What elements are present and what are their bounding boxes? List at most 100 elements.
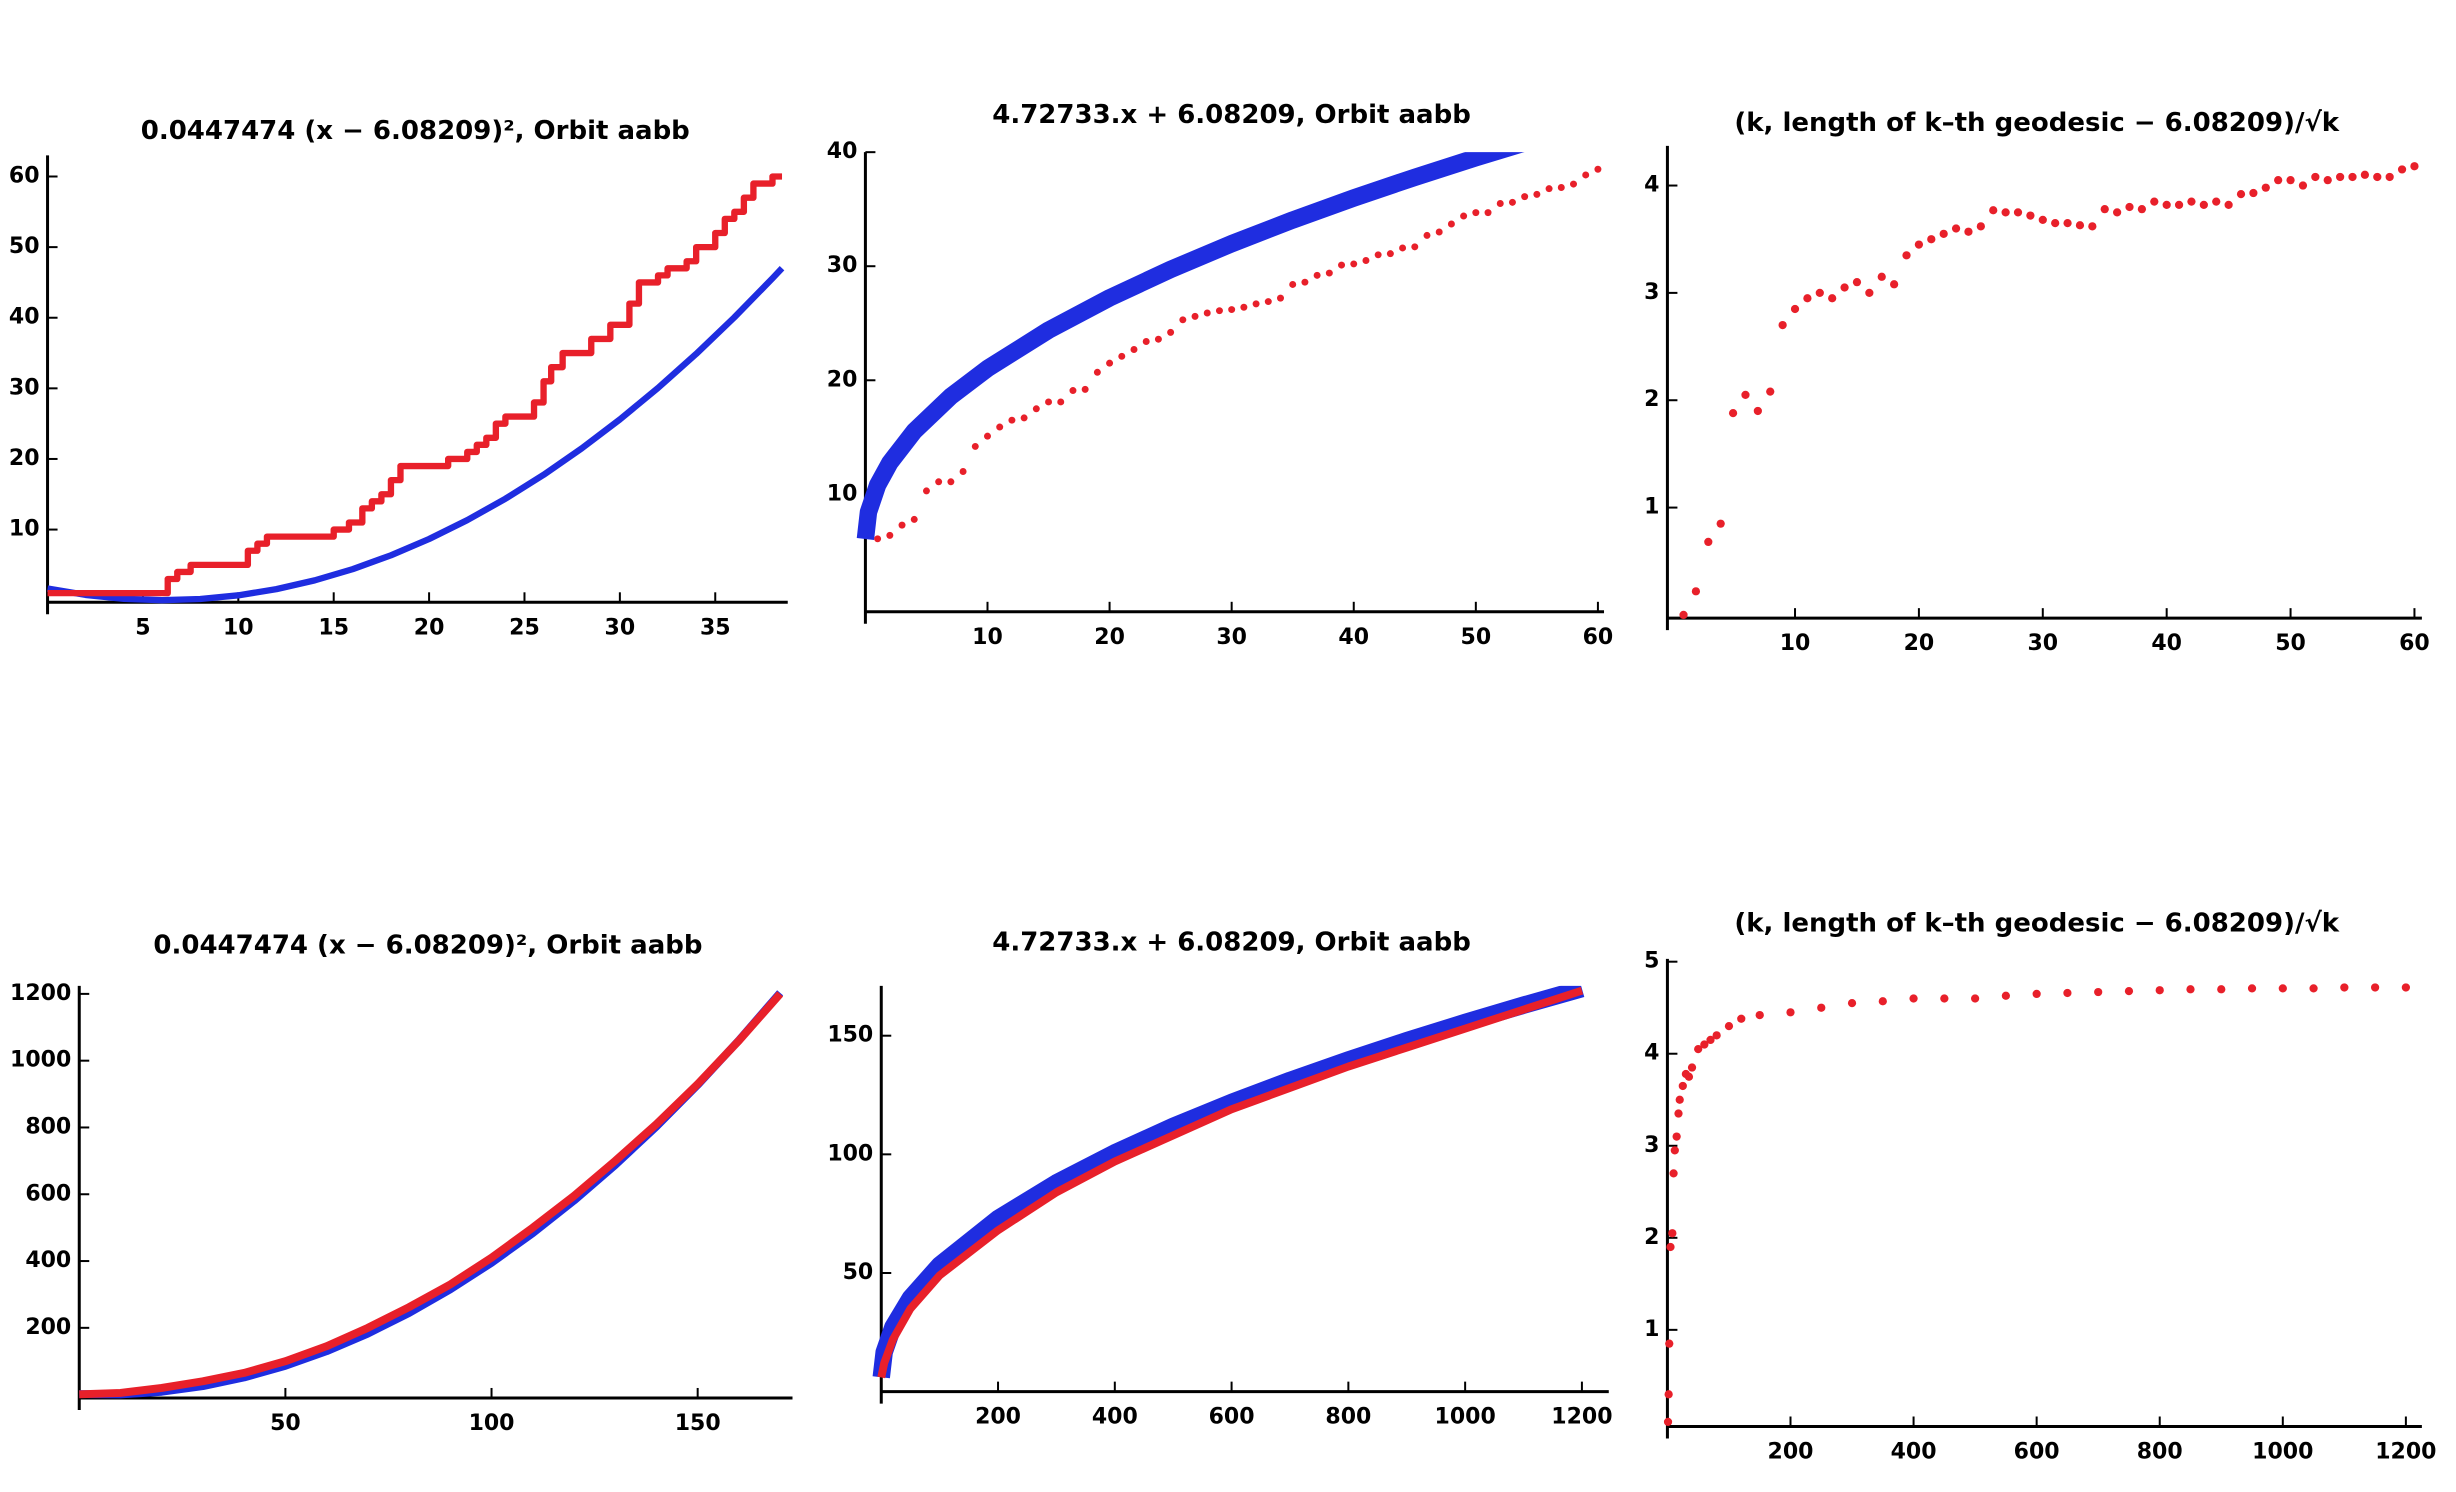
data-point xyxy=(2001,208,2010,217)
data-point xyxy=(1890,280,1899,289)
data-point xyxy=(1704,537,1713,547)
data-point xyxy=(2261,183,2270,192)
data-point xyxy=(1130,345,1138,353)
data-point xyxy=(1669,1169,1678,1178)
data-point xyxy=(1484,209,1492,217)
y-tick-label: 40 xyxy=(9,305,40,330)
data-point xyxy=(1828,294,1837,303)
data-point xyxy=(1878,997,1887,1006)
x-tick-label: 5 xyxy=(135,615,150,640)
data-point xyxy=(1909,994,1918,1003)
y-tick-label: 150 xyxy=(827,1023,873,1048)
data-point xyxy=(1964,227,1973,236)
y-tick-label: 30 xyxy=(827,253,858,278)
x-tick-label: 30 xyxy=(1216,625,1247,650)
data-point xyxy=(1679,610,1688,620)
data-point xyxy=(1142,338,1150,345)
chart-title: (k, length of k–th geodesic − 6.08209)/√… xyxy=(1734,108,2339,138)
x-tick-label: 10 xyxy=(223,615,254,640)
y-tick-label: 3 xyxy=(1644,1133,1659,1158)
data-point xyxy=(996,423,1004,431)
data-point xyxy=(2286,176,2295,185)
data-point xyxy=(1755,1010,1764,1020)
data-point xyxy=(1865,288,1874,298)
chart: 4.72733.x + 6.08209, Orbit aabb 10 20 30 40 5… xyxy=(827,100,1613,650)
data-point xyxy=(1852,278,1862,287)
data-point xyxy=(1706,1035,1715,1045)
data-point xyxy=(1700,1040,1709,1049)
x-tick-label: 1200 xyxy=(2375,1440,2436,1465)
x-tick-label: 60 xyxy=(2399,631,2430,656)
data-line xyxy=(872,985,1585,1379)
data-point xyxy=(1215,307,1223,315)
data-point xyxy=(1154,335,1162,343)
y-tick-label: 1200 xyxy=(10,981,71,1006)
chart-title: 4.72733.x + 6.08209, Orbit aabb xyxy=(992,100,1471,130)
data-point xyxy=(1472,209,1480,217)
data-point xyxy=(886,531,894,539)
data-point xyxy=(2323,176,2332,185)
data-point xyxy=(2013,208,2023,217)
x-tick-label: 600 xyxy=(1209,1405,1255,1430)
data-line xyxy=(47,173,783,597)
data-line xyxy=(856,152,1525,541)
data-point xyxy=(1766,387,1775,396)
data-point xyxy=(2278,984,2287,993)
data-point xyxy=(1508,198,1516,206)
x-tick-label: 30 xyxy=(2027,631,2058,656)
x-tick-label: 400 xyxy=(1092,1405,1138,1430)
data-point xyxy=(898,521,906,529)
data-point xyxy=(2397,165,2407,174)
data-point xyxy=(1069,387,1077,395)
data-point xyxy=(2187,197,2196,206)
data-point xyxy=(1684,1072,1694,1081)
chart-title: (k, length of k–th geodesic − 6.08209)/√… xyxy=(1734,909,2339,939)
y-tick-label: 5 xyxy=(1644,949,1659,974)
data-point xyxy=(2038,215,2047,225)
data-point xyxy=(2373,172,2382,182)
data-point xyxy=(2150,197,2159,206)
data-point xyxy=(2274,176,2283,185)
data-line xyxy=(877,986,1584,1379)
data-point xyxy=(1325,269,1333,277)
chart: (k, length of k–th geodesic − 6.08209)/√… xyxy=(1644,909,2436,1465)
y-tick-label: 50 xyxy=(843,1260,874,1285)
data-point xyxy=(1277,294,1284,302)
data-point xyxy=(1694,1045,1703,1054)
data-point xyxy=(935,478,943,486)
x-tick-label: 30 xyxy=(605,615,636,640)
y-tick-label: 100 xyxy=(827,1141,873,1166)
data-point xyxy=(2224,200,2233,209)
data-point xyxy=(2113,208,2122,217)
data-point xyxy=(1228,306,1236,314)
data-point xyxy=(1664,1390,1673,1399)
data-point xyxy=(874,535,882,543)
data-point xyxy=(2212,197,2221,206)
y-tick-label: 800 xyxy=(25,1114,71,1139)
data-point xyxy=(1118,352,1126,360)
data-point xyxy=(1289,280,1297,288)
data-point xyxy=(2311,172,2320,182)
data-point xyxy=(1678,1081,1687,1091)
data-point xyxy=(1447,220,1455,228)
data-point xyxy=(1374,251,1382,259)
x-tick-label: 50 xyxy=(270,1411,301,1436)
data-point xyxy=(2063,988,2072,998)
data-point xyxy=(1032,405,1040,413)
data-point xyxy=(1496,199,1504,207)
data-point xyxy=(1179,316,1187,324)
x-tick-label: 25 xyxy=(509,615,540,640)
y-tick-label: 1 xyxy=(1644,495,1659,520)
y-tick-label: 1000 xyxy=(10,1048,71,1073)
data-point xyxy=(984,432,991,440)
x-tick-label: 1000 xyxy=(2252,1440,2313,1465)
data-point xyxy=(2401,983,2411,992)
data-point xyxy=(2309,984,2318,993)
data-point xyxy=(1411,243,1419,251)
x-tick-label: 200 xyxy=(975,1405,1021,1430)
x-tick-label: 1200 xyxy=(1551,1405,1612,1430)
y-tick-label: 600 xyxy=(25,1181,71,1206)
data-point xyxy=(1093,368,1101,376)
data-point xyxy=(2410,162,2419,171)
